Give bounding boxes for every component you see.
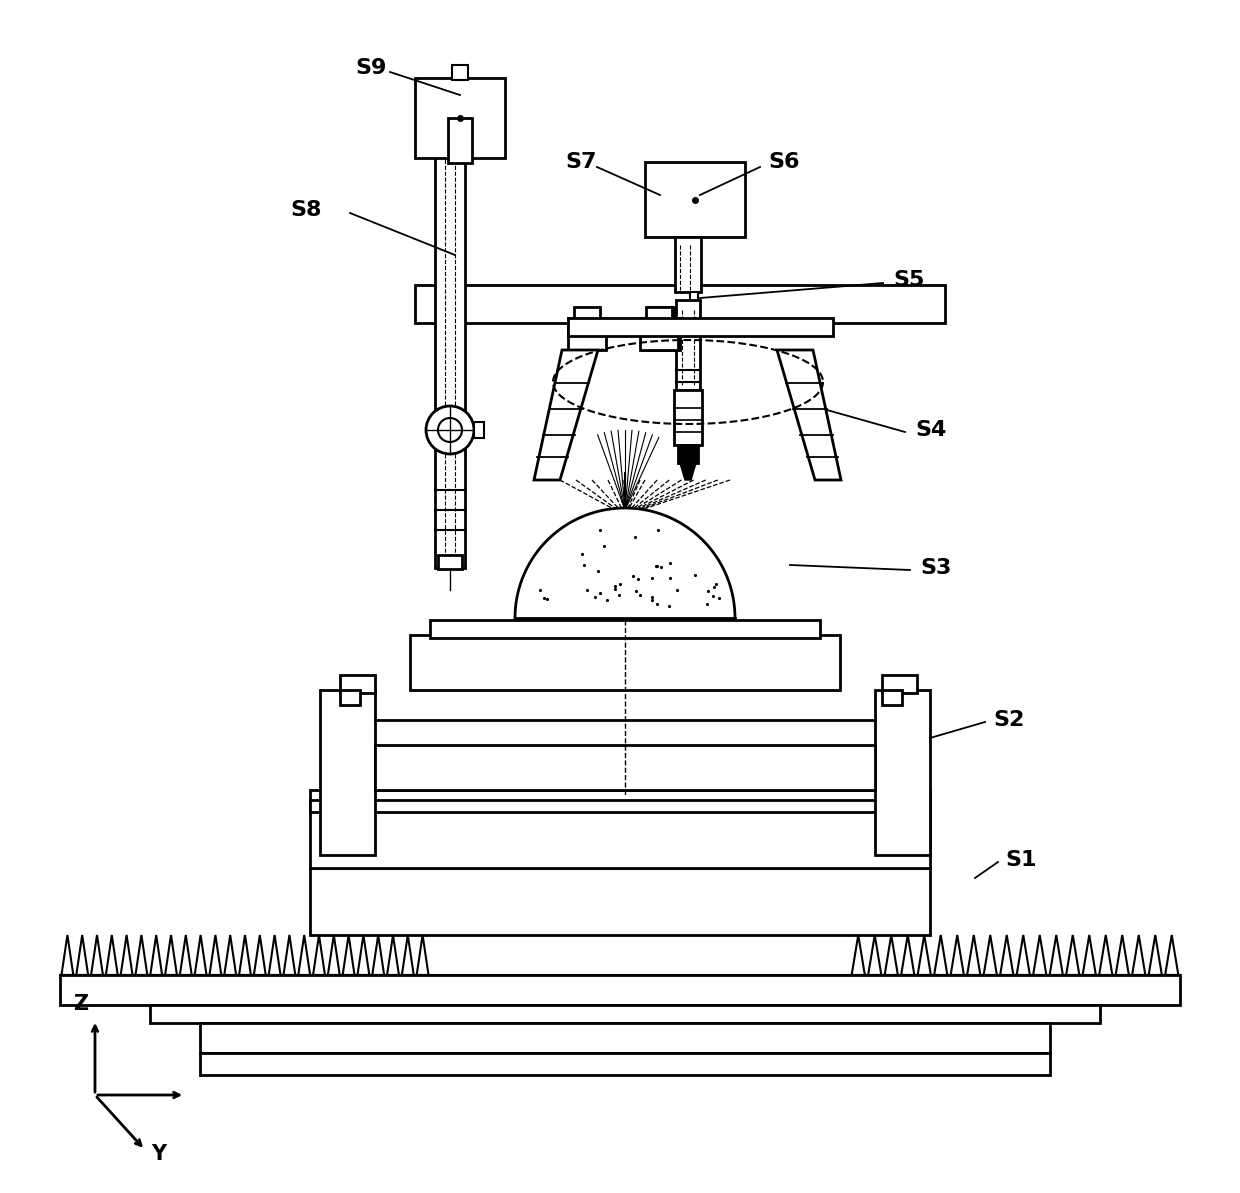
Bar [676,299,701,390]
Text: Z: Z [73,994,88,1014]
Bar [415,78,505,157]
Bar [320,690,374,855]
Bar [640,319,678,350]
Bar [642,319,680,350]
Text: S1: S1 [1004,849,1037,870]
Polygon shape [534,350,598,480]
Bar [374,744,875,790]
Bar [568,319,606,350]
Bar [340,675,374,693]
Polygon shape [849,935,1180,975]
Bar [574,307,600,321]
Bar [453,64,467,80]
Polygon shape [680,463,696,480]
Bar [310,790,930,869]
Bar [410,635,839,690]
Bar [150,1005,1100,1024]
Bar [882,690,901,705]
Bar [430,620,820,638]
Text: S4: S4 [915,420,946,440]
Bar [645,162,745,237]
Bar [675,237,701,292]
Polygon shape [515,508,735,618]
Text: S8: S8 [290,200,321,220]
Bar [340,690,360,705]
Text: S3: S3 [920,558,951,577]
Bar [675,390,702,445]
Text: S7: S7 [565,152,596,172]
Bar [415,285,945,323]
Text: Y: Y [151,1144,166,1164]
Circle shape [427,406,474,455]
Bar [438,555,463,569]
Text: S5: S5 [893,270,924,290]
Bar [678,445,698,463]
Bar [474,422,484,438]
Bar [689,292,698,407]
Bar [200,1024,1050,1053]
Text: S9: S9 [355,58,387,78]
Polygon shape [777,350,841,480]
Bar [310,801,930,812]
Bar [568,319,833,336]
Bar [60,975,1180,1005]
Bar [200,1053,1050,1075]
Bar [448,118,472,163]
Bar [882,675,918,693]
Bar [649,307,675,321]
Bar [875,690,930,855]
Polygon shape [60,935,430,975]
Bar [646,307,672,321]
Bar [435,118,465,568]
Text: S2: S2 [993,710,1024,730]
Bar [310,869,930,935]
Text: S6: S6 [768,152,800,172]
